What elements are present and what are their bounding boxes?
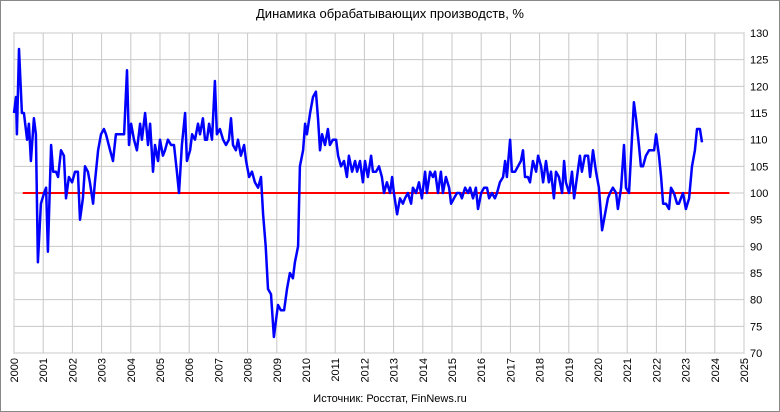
y-tick-label: 70 [750, 348, 762, 360]
x-tick-label: 2002 [67, 358, 79, 382]
x-tick-label: 2023 [681, 358, 693, 382]
x-tick-label: 2025 [739, 358, 751, 382]
y-tick-label: 90 [750, 241, 762, 253]
x-tick-label: 2020 [593, 358, 605, 382]
x-tick-label: 2005 [155, 358, 167, 382]
x-tick-label: 2009 [272, 358, 284, 382]
x-tick-label: 2011 [330, 358, 342, 382]
x-tick-label: 2017 [505, 358, 517, 382]
x-tick-label: 2012 [359, 358, 371, 382]
y-tick-label: 100 [750, 188, 768, 200]
x-tick-label: 2008 [243, 358, 255, 382]
y-tick-label: 130 [750, 28, 768, 40]
data-line [12, 47, 704, 339]
y-tick-label: 125 [750, 55, 768, 67]
y-tick-label: 80 [750, 295, 762, 307]
chart-title: Динамика обрабатывающих производств, % [256, 6, 524, 21]
y-tick-label: 75 [750, 321, 762, 333]
x-tick-label: 2014 [418, 358, 430, 382]
y-tick-label: 85 [750, 268, 762, 280]
x-tick-label: 2010 [301, 358, 313, 382]
y-tick-label: 120 [750, 81, 768, 93]
x-tick-label: 2018 [535, 358, 547, 382]
x-tick-label: 2022 [651, 358, 663, 382]
x-tick-label: 2001 [38, 358, 50, 382]
x-tick-label: 2021 [622, 358, 634, 382]
x-tick-label: 2015 [447, 358, 459, 382]
x-tick-label: 2007 [213, 358, 225, 382]
y-tick-label: 105 [750, 161, 768, 173]
x-tick-label: 2013 [389, 358, 401, 382]
y-tick-label: 95 [750, 215, 762, 227]
x-tick-label: 2019 [564, 358, 576, 382]
x-tick-label: 2000 [9, 358, 21, 382]
x-tick-label: 2016 [476, 358, 488, 382]
x-tick-label: 2006 [184, 358, 196, 382]
y-tick-label: 115 [750, 108, 768, 120]
x-tick-label: 2004 [126, 358, 138, 382]
x-tick-label: 2024 [710, 358, 722, 382]
x-tick-label: 2003 [97, 358, 109, 382]
y-tick-label: 110 [750, 135, 768, 147]
source-note: Источник: Росстат, FinNews.ru [313, 393, 466, 405]
